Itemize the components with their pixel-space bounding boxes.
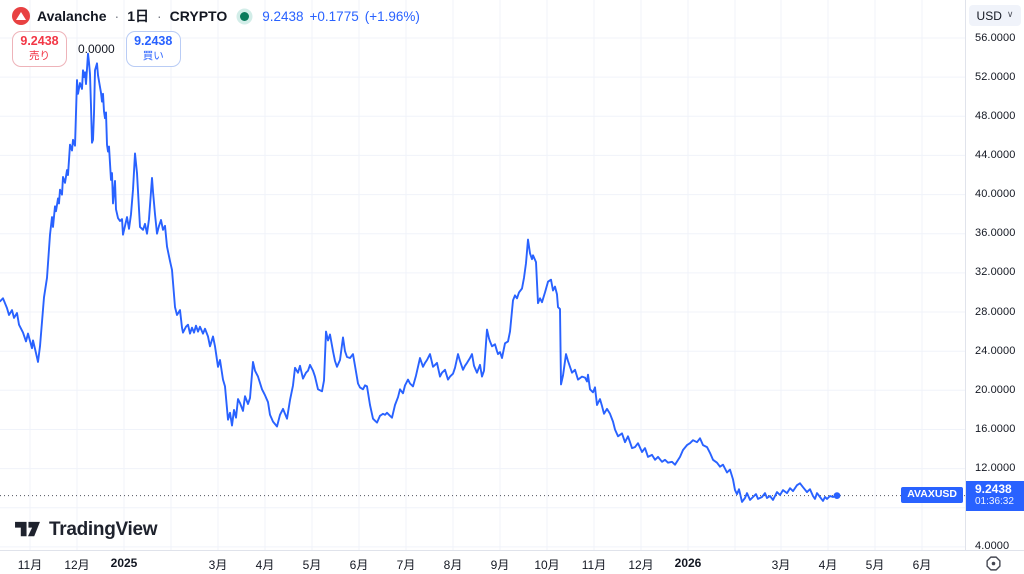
time-axis-label: 3月 <box>771 558 791 572</box>
sell-price: 9.2438 <box>20 34 59 48</box>
time-axis-label: 4月 <box>818 558 838 572</box>
time-axis-label: 11月 <box>17 558 43 572</box>
buy-label: 買い <box>142 49 164 62</box>
price-axis-label: 20.0000 <box>975 383 1016 396</box>
price-axis-label: 28.0000 <box>975 305 1016 318</box>
tradingview-logo[interactable]: TradingView <box>14 518 158 541</box>
time-axis-label: 7月 <box>396 558 416 572</box>
spread-value: 0.0000 <box>78 41 115 56</box>
quote-change: +0.1775 <box>309 8 359 24</box>
price-axis-label: 24.0000 <box>975 344 1016 357</box>
buy-price: 9.2438 <box>134 34 173 48</box>
time-axis-label: 6月 <box>349 558 369 572</box>
symbol-name[interactable]: Avalanche <box>37 8 107 24</box>
legend-separator: · <box>114 8 120 24</box>
chart-canvas[interactable]: AVAXUSD <box>0 0 965 550</box>
time-axis-label: 4月 <box>255 558 275 572</box>
price-axis-label: 56.0000 <box>975 31 1016 44</box>
quote-values: 9.2438 +0.1775 (+1.96%) <box>262 9 420 24</box>
current-price-value: 9.2438 <box>975 481 1012 496</box>
time-axis-label: 6月 <box>912 558 932 572</box>
currency-selector[interactable]: USD ∨ <box>969 5 1021 26</box>
time-axis-label: 12月 <box>64 558 90 572</box>
price-axis[interactable]: USD ∨ 56.0000 52.0000 48.0000 44.0000 40.000… <box>965 0 1024 553</box>
avalanche-logo-icon <box>12 7 30 25</box>
time-axis-label: 3月 <box>208 558 228 572</box>
tradingview-mark-icon <box>15 521 40 537</box>
price-axis-label: 52.0000 <box>975 70 1016 83</box>
price-axis-label: 32.0000 <box>975 266 1016 279</box>
series-ticker-tag: AVAXUSD <box>901 487 963 503</box>
time-axis-label: 2026 <box>674 556 702 570</box>
time-axis-label: 12月 <box>628 558 654 572</box>
time-axis-label: 10月 <box>534 558 560 572</box>
time-axis-label: 11月 <box>581 558 607 572</box>
price-axis-label: 48.0000 <box>975 109 1016 122</box>
price-axis-label: 40.0000 <box>975 188 1016 201</box>
legend-separator: · <box>156 8 162 24</box>
time-axis-label: 9月 <box>490 558 510 572</box>
interval-label[interactable]: 1日 <box>127 8 149 24</box>
price-axis-label: 12.0000 <box>975 462 1016 475</box>
sell-button[interactable]: 9.2438 売り <box>12 31 67 67</box>
time-axis-label: 5月 <box>865 558 885 572</box>
time-axis[interactable]: 11月 12月 2025 3月 4月 5月 6月 7月 8月 9月 10月 11月 12月 2026 3月 4… <box>0 550 1024 574</box>
time-axis-label: 8月 <box>443 558 463 572</box>
price-axis-label: 44.0000 <box>975 148 1016 161</box>
currency-label: USD <box>976 8 1002 23</box>
price-chart-svg <box>0 0 965 550</box>
tradingview-wordmark: TradingView <box>49 518 158 540</box>
buy-button[interactable]: 9.2438 買い <box>125 31 181 67</box>
trade-panel: 9.2438 売り 0.0000 9.2438 買い <box>12 31 181 67</box>
scale-settings-gear-icon[interactable] <box>985 555 1002 572</box>
market-status-icon[interactable] <box>240 11 250 21</box>
exchange-label[interactable]: CRYPTO <box>169 8 228 24</box>
price-axis-label: 4.0000 <box>975 540 1010 553</box>
time-axis-label: 5月 <box>302 558 322 572</box>
current-price-label: 9.2438 01:36:32 <box>966 480 1024 511</box>
sell-label: 売り <box>29 49 50 62</box>
quote-price: 9.2438 <box>262 8 304 24</box>
quote-change-pct: (+1.96%) <box>364 8 420 24</box>
time-axis-label: 2025 <box>110 556 138 570</box>
price-axis-label: 36.0000 <box>975 227 1016 240</box>
bar-countdown: 01:36:32 <box>975 496 1014 508</box>
chevron-down-icon: ∨ <box>1006 8 1014 19</box>
symbol-legend: Avalanche · 1日 · CRYPTO 9.2438 +0.1775 (… <box>12 6 420 26</box>
price-axis-label: 16.0000 <box>975 422 1016 435</box>
